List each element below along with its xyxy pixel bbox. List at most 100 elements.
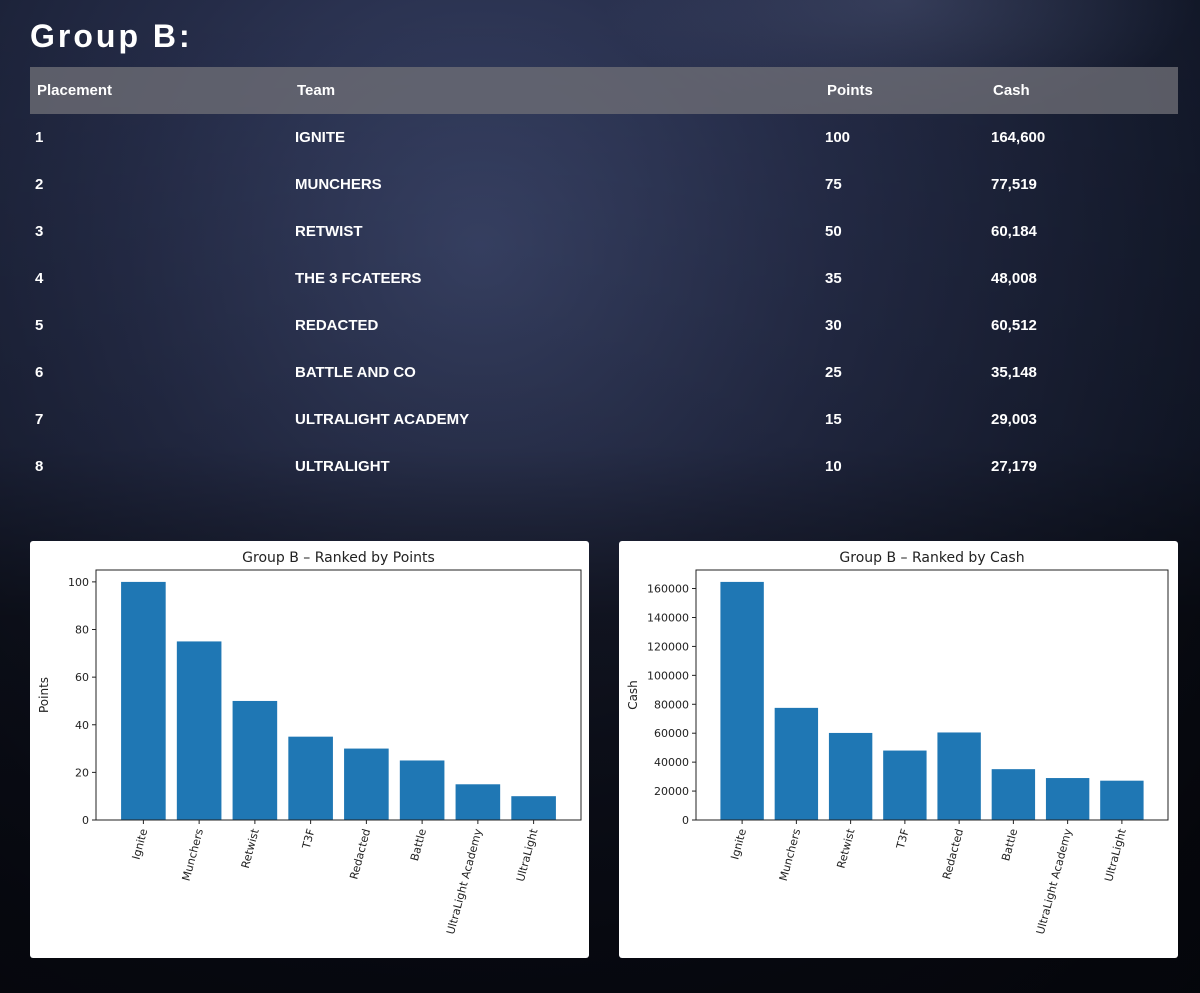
cash-x-tick-label: Battle	[999, 827, 1020, 862]
points-x-tick-label: Munchers	[180, 827, 206, 882]
standings-table: Placement Team Points Cash 1 IGNITE 100 …	[30, 67, 1178, 490]
points-plot-frame	[95, 569, 582, 821]
cash-x-tick-label: Retwist	[835, 827, 858, 870]
points-cell: 75	[825, 176, 842, 193]
table-row: 4 THE 3 FCATEERS 35 48,008	[30, 255, 1178, 302]
cash-cell: 27,179	[991, 458, 1037, 475]
team-cell: MUNCHERS	[295, 176, 382, 193]
team-cell: RETWIST	[295, 223, 363, 240]
cash-x-tick-label: Redacted	[940, 827, 966, 880]
page-title: Group B:	[30, 18, 193, 54]
points-y-tick-label: 60	[75, 671, 89, 684]
points-cell: 35	[825, 270, 842, 287]
table-row: 8 ULTRALIGHT 10 27,179	[30, 443, 1178, 490]
points-cell: 30	[825, 317, 842, 334]
cash-bar	[1100, 780, 1144, 820]
table-header-row: Placement Team Points Cash	[30, 67, 1178, 114]
team-cell: THE 3 FCATEERS	[295, 270, 422, 287]
cash-bar	[774, 707, 819, 820]
cash-y-tick-label: 80000	[654, 698, 689, 711]
points-cell: 100	[825, 129, 851, 146]
cash-y-tick-label: 140000	[647, 611, 689, 624]
team-cell: ULTRALIGHT	[295, 458, 390, 475]
points-chart-title: Group B – Ranked by Points	[242, 550, 435, 566]
column-header-points: Points	[820, 67, 986, 114]
cash-bar	[937, 732, 981, 820]
cash-bar-chart: Group B – Ranked by Cash 0 20000 40000 60000…	[626, 550, 1169, 936]
cash-cell: 48,008	[991, 270, 1037, 287]
points-cell: 10	[825, 458, 842, 475]
cash-bar	[720, 581, 764, 820]
cash-x-tick-label: Munchers	[777, 827, 803, 882]
points-bar	[455, 784, 501, 820]
cash-x-tick-label: UltraLight Academy	[1034, 827, 1075, 936]
points-y-tick-label: 0	[82, 814, 89, 827]
team-cell: BATTLE AND CO	[295, 364, 416, 381]
cash-y-tick-label: 40000	[654, 756, 689, 769]
points-bar-chart: Group B – Ranked by Points 0 20 40 60 80 100 Ig…	[37, 550, 582, 936]
points-bar	[176, 641, 222, 820]
table-row: 5 REDACTED 30 60,512	[30, 302, 1178, 349]
points-cell: 50	[825, 223, 842, 240]
points-x-tick-label: UltraLight	[514, 827, 541, 883]
cash-x-tick-label: UltraLight	[1102, 827, 1129, 883]
cash-y-axis-label: Cash	[626, 680, 640, 710]
table-row: 2 MUNCHERS 75 77,519	[30, 161, 1178, 208]
table-row: 1 IGNITE 100 164,600	[30, 114, 1178, 161]
points-x-tick-label: Battle	[408, 827, 429, 862]
points-x-tick-label: UltraLight Academy	[444, 827, 485, 936]
points-x-tick-label: Redacted	[347, 827, 373, 880]
points-y-tick-label: 20	[75, 766, 89, 779]
table-row: 3 RETWIST 50 60,184	[30, 208, 1178, 255]
cash-cell: 29,003	[991, 411, 1037, 428]
points-cell: 25	[825, 364, 842, 381]
cash-bar	[991, 769, 1036, 820]
cash-cell: 60,184	[991, 223, 1037, 240]
cash-plot-frame	[695, 569, 1169, 821]
points-x-tick-label: T3F	[300, 827, 318, 851]
placement-cell: 3	[35, 223, 44, 240]
cash-y-tick-label: 100000	[647, 669, 689, 682]
cash-cell: 35,148	[991, 364, 1037, 381]
column-header-team: Team	[290, 67, 820, 114]
points-x-tick-label: Ignite	[130, 827, 151, 861]
points-y-tick-label: 100	[68, 576, 89, 589]
table-row: 7 ULTRALIGHT ACADEMY 15 29,003	[30, 396, 1178, 443]
cash-chart-card: Group B – Ranked by Cash 0 20000 40000 60000…	[619, 541, 1178, 958]
team-cell: IGNITE	[295, 129, 346, 146]
placement-cell: 1	[35, 129, 44, 146]
cash-y-tick-label: 120000	[647, 640, 689, 653]
cash-x-tick-label: Ignite	[728, 827, 749, 861]
points-y-tick-label: 80	[75, 624, 89, 637]
cash-y-tick-label: 160000	[647, 583, 689, 596]
cash-x-tick-label: T3F	[894, 827, 912, 851]
column-header-placement: Placement	[30, 67, 290, 114]
points-bar	[288, 736, 333, 820]
placement-cell: 8	[35, 458, 44, 475]
placement-cell: 6	[35, 364, 44, 381]
cash-chart-title: Group B – Ranked by Cash	[839, 550, 1024, 566]
cash-bar	[1045, 778, 1090, 820]
cash-cell: 77,519	[991, 176, 1037, 193]
placement-cell: 7	[35, 411, 44, 428]
points-bar	[232, 700, 278, 820]
cash-y-tick-label: 20000	[654, 785, 689, 798]
cash-cell: 164,600	[991, 129, 1046, 146]
column-header-cash: Cash	[986, 67, 1178, 114]
team-cell: REDACTED	[295, 317, 379, 334]
cash-cell: 60,512	[991, 317, 1037, 334]
points-bar	[511, 796, 556, 820]
points-x-tick-label: Retwist	[239, 827, 262, 870]
table-row: 6 BATTLE AND CO 25 35,148	[30, 349, 1178, 396]
points-y-tick-label: 40	[75, 719, 89, 732]
cash-y-tick-label: 60000	[654, 727, 689, 740]
points-cell: 15	[825, 411, 842, 428]
points-bar	[121, 581, 166, 820]
cash-bar	[828, 732, 873, 820]
placement-cell: 5	[35, 317, 44, 334]
points-bar	[344, 748, 389, 820]
points-chart-card: Group B – Ranked by Points 0 20 40 60 80 100 Ig…	[30, 541, 589, 958]
placement-cell: 2	[35, 176, 44, 193]
cash-bar	[883, 750, 927, 820]
placement-cell: 4	[35, 270, 44, 287]
